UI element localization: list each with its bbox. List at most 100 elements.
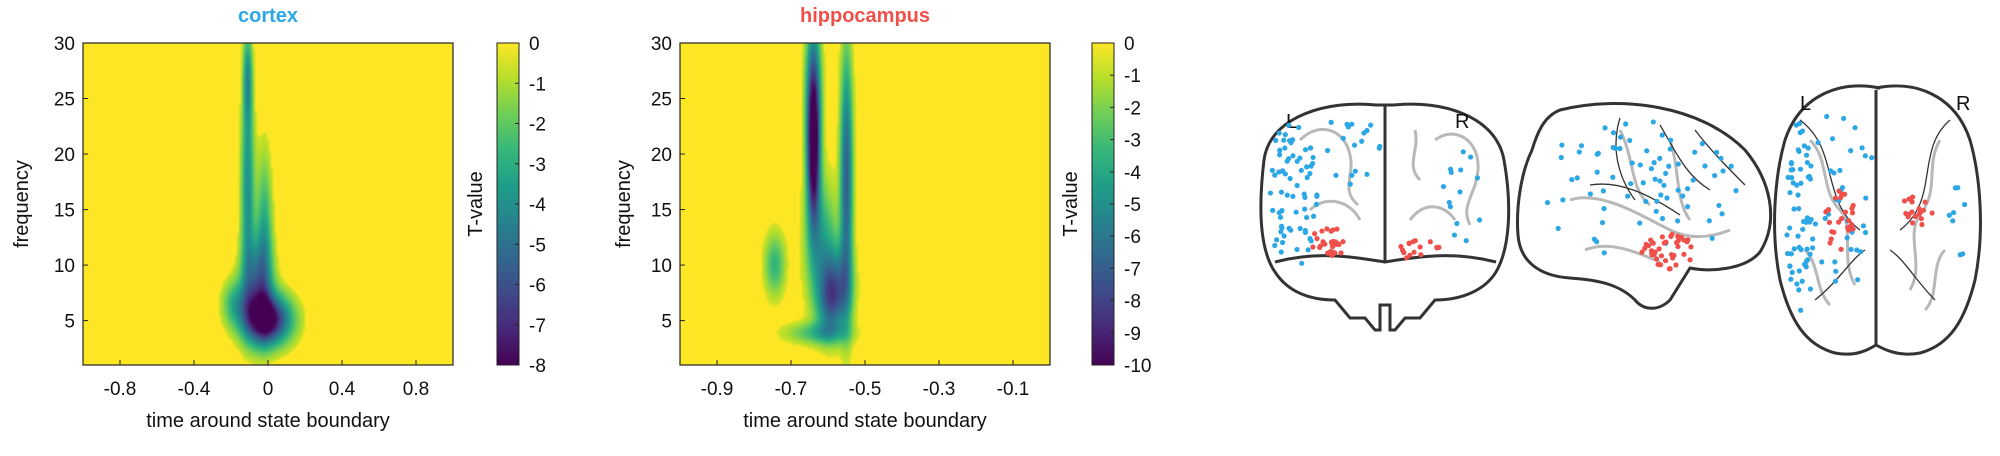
cortex-electrode-dot [1802, 262, 1808, 268]
cortex-x-ticks: -0.8 -0.4 0 0.4 0.8 [104, 360, 429, 400]
cortex-electrode-dot [1807, 251, 1813, 257]
x-tick-label: 0 [263, 379, 274, 400]
hippocampus-electrode-dot [1917, 210, 1923, 216]
cortex-electrode-dot [1796, 268, 1802, 274]
sagittal-brain-view [1516, 102, 1773, 310]
cortex-electrode-dot [1833, 268, 1839, 274]
hippocampus-electrode-dot [1314, 236, 1320, 242]
cortex-electrode-dot [1680, 193, 1686, 199]
cortex-electrode-dot [1654, 198, 1660, 204]
y-tick-label: 10 [54, 256, 75, 277]
cortex-electrode-dot [1296, 124, 1302, 131]
cortex-electrode-dot [1855, 277, 1861, 283]
cortex-electrode-dot [1304, 164, 1310, 170]
cortex-electrode-dot [1274, 237, 1280, 243]
cortex-electrode-dot [1796, 287, 1802, 293]
cortex-electrode-dot [1684, 204, 1691, 210]
cortex-electrode-dot [1269, 167, 1275, 173]
coronal-sulci [1298, 127, 1480, 226]
cortex-electrode-dot [1293, 209, 1299, 215]
cortex-electrode-dot [1788, 276, 1794, 282]
cortex-electrode-dot [1692, 149, 1698, 155]
y-tick-label: 5 [64, 312, 75, 333]
colorbar-tick-label: -5 [529, 235, 546, 256]
cortex-electrode-dot [1302, 206, 1308, 212]
cortex-electrode-dot [1796, 206, 1802, 212]
cortex-electrode-dot [1795, 192, 1801, 198]
x-tick-label: -0.3 [923, 379, 956, 400]
sagittal-sulci [1569, 129, 1731, 264]
cortex-electrode-dot [1733, 188, 1739, 194]
hippocampus-electrode-dot [1675, 243, 1681, 250]
cortex-electrode-dot [1594, 151, 1600, 157]
cortex-electrode-dot [1960, 251, 1966, 257]
cortex-electrode-dot [1574, 175, 1580, 181]
cortex-electrode-dot [1277, 147, 1283, 153]
hippocampus-electrode-dot [1826, 219, 1833, 225]
y-tick-label: 25 [54, 90, 75, 111]
cortex-electrode-dot [1313, 201, 1320, 207]
hippocampus-electrode-dot [1332, 239, 1339, 245]
cortex-electrode-dot [1587, 191, 1593, 197]
cortex-electrode-dot [1576, 149, 1582, 155]
hippocampus-electrode-dot [1684, 239, 1690, 245]
cortex-electrode-dot [1299, 260, 1305, 266]
cortex-electrode-dot [1349, 121, 1355, 127]
hippocampus-electrode-dot [1681, 251, 1687, 257]
cortex-electrode-dot [1463, 238, 1469, 244]
coronal-brain-view: L R [1259, 102, 1511, 332]
cortex-electrode-dot [1594, 169, 1600, 175]
cortex-electrode-dot [1602, 125, 1608, 131]
cortex-electrode-dot [1839, 184, 1846, 191]
cortex-electrode-dot [1832, 259, 1838, 265]
hippocampus-electrode-dot [1404, 255, 1410, 261]
cortex-electrode-dot [1862, 153, 1868, 159]
hippocampus-colorbar-ticks: 0 -1 -2 -3 -4 -5 -6 -7 -8 -9 -10 [1110, 34, 1151, 377]
cortex-electrode-dot [1796, 148, 1802, 155]
cortex-electrode-dot [1950, 209, 1957, 216]
cortex-electrode-dot [1460, 149, 1466, 155]
cortex-electrode-dot [1610, 174, 1616, 180]
cortex-electrode-dot [1349, 172, 1355, 178]
cortex-electrode-dot [1651, 160, 1657, 166]
cortex-electrode-dot [1284, 158, 1290, 164]
hippocampus-electrode-dot [1687, 257, 1693, 263]
x-tick-label: -0.7 [775, 379, 808, 400]
cortex-electrode-dot [1791, 246, 1797, 252]
cortex-electrode-dot [1310, 154, 1316, 161]
hippocampus-electrode-dot [1905, 214, 1911, 220]
hippocampus-x-axis-label: time around state boundary [743, 410, 987, 432]
cortex-electrode-dot [1798, 307, 1804, 313]
hippocampus-electrode-dot [1675, 238, 1681, 244]
hippocampus-electrode-dot [1841, 191, 1848, 197]
hippocampus-electrode-dot [1666, 266, 1673, 272]
cortex-electrode-dot [1832, 278, 1839, 284]
cortex-electrode-dot [1446, 199, 1452, 206]
cortex-electrode-dot [1784, 232, 1790, 238]
cortex-electrode-dot [1294, 182, 1300, 189]
cortex-electrode-dot [1848, 148, 1854, 154]
cortex-electrode-dot [1347, 181, 1353, 187]
cortex-electrode-dot [1280, 168, 1286, 174]
cortex-electrode-dot [1282, 145, 1288, 151]
cortex-electrode-dot [1277, 214, 1284, 220]
cortex-electrode-dot [1675, 187, 1681, 193]
cortex-electrode-dot [1613, 145, 1619, 152]
cortex-electrode-dot [1650, 119, 1656, 125]
cortex-heatmap [83, 43, 453, 365]
axial-left-label: L [1800, 93, 1811, 115]
cortex-electrode-dot [1279, 239, 1286, 246]
cortex-electrode-dot [1281, 137, 1287, 143]
cortex-electrode-dot [1308, 145, 1314, 151]
y-tick-label: 5 [661, 312, 672, 333]
cortex-electrode-dot [1788, 159, 1794, 166]
axial-brain-view: L R [1773, 84, 1982, 356]
cortex-panel: cortex -0.8 -0.4 0 0.4 0.8 5 10 15 20 25 30 time … [11, 5, 546, 432]
hippocampus-electrode-dot [1919, 221, 1925, 228]
hippocampus-electrode-dot [1334, 226, 1340, 232]
hippocampus-electrode-dot [1828, 236, 1834, 242]
y-tick-label: 20 [651, 145, 672, 166]
cortex-electrode-dot [1276, 152, 1283, 158]
cortex-electrode-dot [1555, 225, 1561, 232]
cortex-electrode-dot [1805, 257, 1811, 263]
